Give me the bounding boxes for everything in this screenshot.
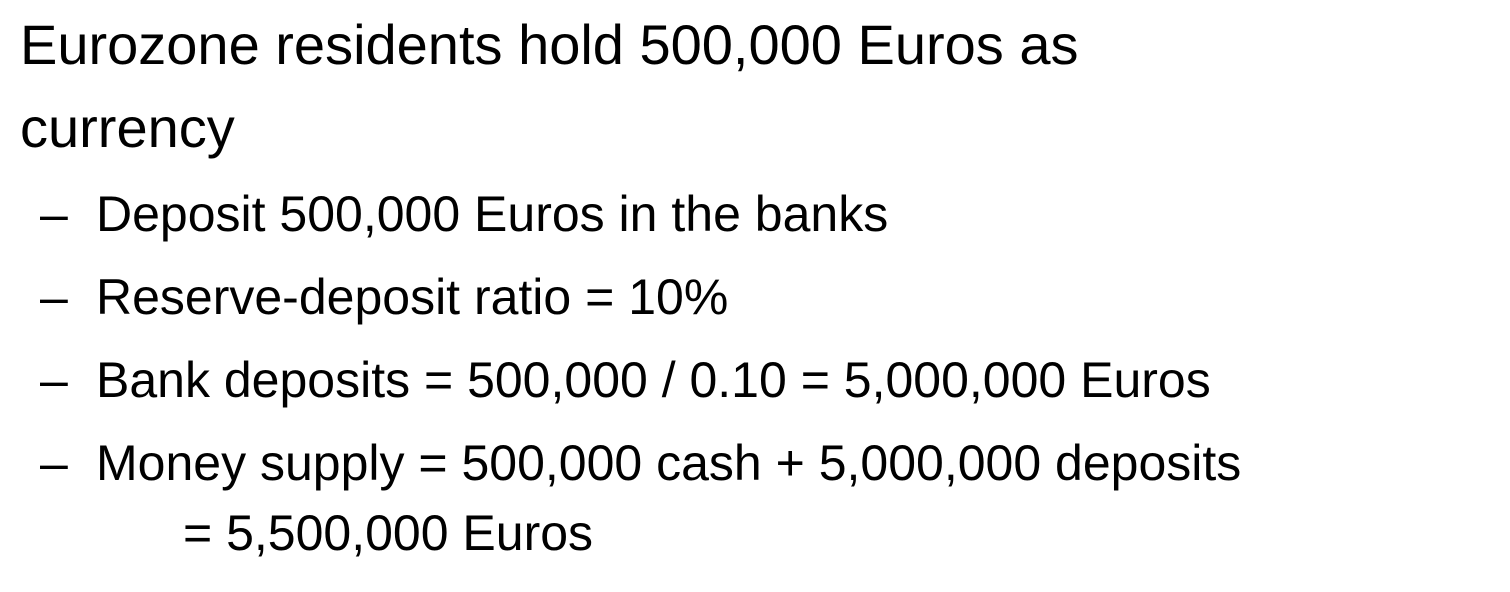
dash-marker: – <box>40 186 68 242</box>
bullet-text-line-2: currency <box>20 96 235 159</box>
dash-marker: – <box>40 352 68 408</box>
bullet-text-line-1: Eurozone residents hold 500,000 Euros as <box>20 13 1079 76</box>
sub-bullet-deposit: – Deposit 500,000 Euros in the banks <box>40 189 888 239</box>
sub-bullet-money-supply: – Money supply = 500,000 cash + 5,000,000… <box>40 438 1241 488</box>
sub-bullet-text: Deposit 500,000 Euros in the banks <box>96 186 889 242</box>
sub-bullet-money-supply-continuation: = 5,500,000 Euros <box>183 505 594 561</box>
dash-marker: – <box>40 435 68 491</box>
sub-bullet-reserve-ratio: – Reserve-deposit ratio = 10% <box>40 272 728 322</box>
sub-bullet-text: Reserve-deposit ratio = 10% <box>96 269 729 325</box>
sub-bullet-bank-deposits: – Bank deposits = 500,000 / 0.10 = 5,000,… <box>40 355 1211 405</box>
sub-bullet-text: Bank deposits = 500,000 / 0.10 = 5,000,0… <box>96 352 1211 408</box>
dash-marker: – <box>40 269 68 325</box>
sub-bullet-text: Money supply = 500,000 cash + 5,000,000 … <box>96 435 1242 491</box>
